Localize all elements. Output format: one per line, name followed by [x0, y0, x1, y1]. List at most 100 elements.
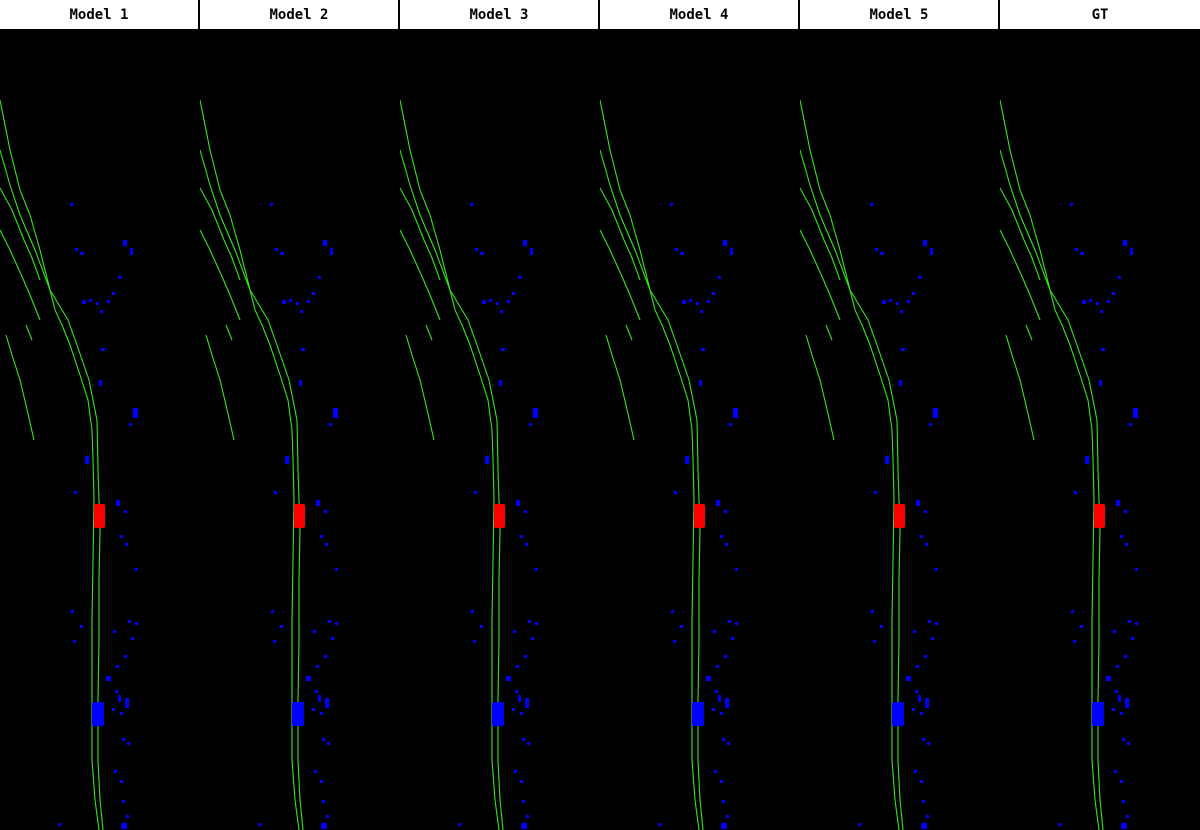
- agent-marker: [699, 380, 702, 386]
- agent-marker: [1099, 380, 1102, 386]
- agent-marker: [528, 620, 531, 623]
- agent-marker: [473, 640, 476, 643]
- agent-marker: [515, 690, 518, 693]
- agent-marker: [518, 695, 521, 702]
- lane-line-2: [1000, 150, 1103, 830]
- agent-marker: [899, 380, 902, 386]
- agent-vehicle: [92, 702, 104, 726]
- agent-marker: [689, 299, 692, 302]
- agent-marker: [880, 252, 884, 255]
- panel-model-2: [200, 31, 400, 830]
- agent-marker: [535, 568, 538, 571]
- agent-marker: [114, 770, 117, 773]
- agent-marker: [922, 800, 925, 803]
- agent-marker: [324, 655, 327, 658]
- agent-marker: [889, 299, 892, 302]
- agent-marker: [1133, 408, 1138, 418]
- lane-line-3: [800, 188, 840, 280]
- agent-marker: [873, 640, 876, 643]
- agent-marker: [1118, 695, 1121, 702]
- agent-marker: [729, 423, 732, 426]
- agent-marker: [282, 300, 286, 304]
- agent-marker: [724, 655, 727, 658]
- agent-marker: [1100, 310, 1103, 313]
- lane-line-4: [1000, 230, 1040, 320]
- agent-marker: [74, 491, 77, 494]
- agent-marker: [924, 655, 927, 658]
- agent-marker: [480, 252, 484, 255]
- agent-marker: [1116, 665, 1119, 668]
- agent-marker: [489, 299, 492, 302]
- agent-marker: [313, 630, 316, 633]
- agent-marker: [1122, 800, 1125, 803]
- lane-line-1: [600, 100, 699, 830]
- agent-marker: [930, 248, 933, 255]
- agent-marker: [474, 491, 477, 494]
- agent-marker: [516, 500, 520, 506]
- scene-view: [400, 31, 600, 830]
- agent-marker: [312, 292, 315, 295]
- lane-line-5: [206, 335, 234, 440]
- agent-marker: [913, 630, 916, 633]
- agent-marker: [525, 698, 529, 708]
- lane-line-2: [600, 150, 703, 830]
- lane-line-2: [200, 150, 303, 830]
- agent-marker: [1115, 690, 1118, 693]
- scene-view: [200, 31, 400, 830]
- agent-marker: [85, 456, 89, 464]
- agent-marker: [714, 770, 717, 773]
- agent-marker: [335, 622, 338, 625]
- agent-marker: [99, 380, 102, 386]
- agent-marker: [712, 292, 715, 295]
- panel-header-model-1: Model 1: [0, 0, 200, 31]
- agent-marker: [1106, 676, 1111, 681]
- agent-marker: [735, 622, 738, 625]
- agent-marker: [680, 252, 684, 255]
- agent-marker: [89, 299, 92, 302]
- agent-marker: [128, 620, 131, 623]
- agent-marker: [73, 640, 76, 643]
- agent-marker: [716, 665, 719, 668]
- agent-marker: [506, 676, 511, 681]
- lane-line-5: [806, 335, 834, 440]
- agent-marker: [1128, 620, 1131, 623]
- agent-marker: [126, 815, 129, 818]
- agent-vehicle: [1092, 702, 1104, 726]
- agent-marker: [514, 770, 517, 773]
- agent-marker: [870, 203, 873, 206]
- agent-marker: [122, 738, 125, 741]
- agent-marker: [931, 637, 934, 640]
- agent-marker: [124, 510, 127, 513]
- agent-marker: [918, 276, 921, 279]
- agent-marker: [1080, 625, 1083, 628]
- agent-marker: [106, 676, 111, 681]
- agent-marker: [1122, 738, 1125, 741]
- agent-marker: [525, 543, 528, 546]
- agent-marker: [123, 240, 127, 246]
- agent-marker: [1121, 823, 1127, 829]
- agent-marker: [706, 676, 711, 681]
- agent-marker: [306, 676, 311, 681]
- agent-marker: [925, 543, 928, 546]
- agent-marker: [858, 823, 861, 826]
- agent-marker: [1129, 423, 1132, 426]
- lane-line-6: [626, 325, 632, 340]
- agent-marker: [326, 815, 329, 818]
- agent-marker: [685, 456, 689, 464]
- agent-marker: [58, 823, 61, 826]
- agent-marker: [1125, 543, 1128, 546]
- agent-marker: [920, 712, 923, 715]
- agent-marker: [533, 408, 538, 418]
- agent-marker: [1070, 203, 1073, 206]
- agent-marker: [531, 637, 534, 640]
- agent-marker: [75, 248, 78, 251]
- agent-marker: [1114, 770, 1117, 773]
- agent-marker: [289, 299, 292, 302]
- agent-marker: [921, 823, 927, 829]
- agent-marker: [718, 276, 721, 279]
- scene-view: [600, 31, 800, 830]
- agent-marker: [900, 310, 903, 313]
- lane-line-2: [0, 150, 103, 830]
- agent-marker: [1120, 780, 1123, 783]
- agent-marker: [1123, 240, 1127, 246]
